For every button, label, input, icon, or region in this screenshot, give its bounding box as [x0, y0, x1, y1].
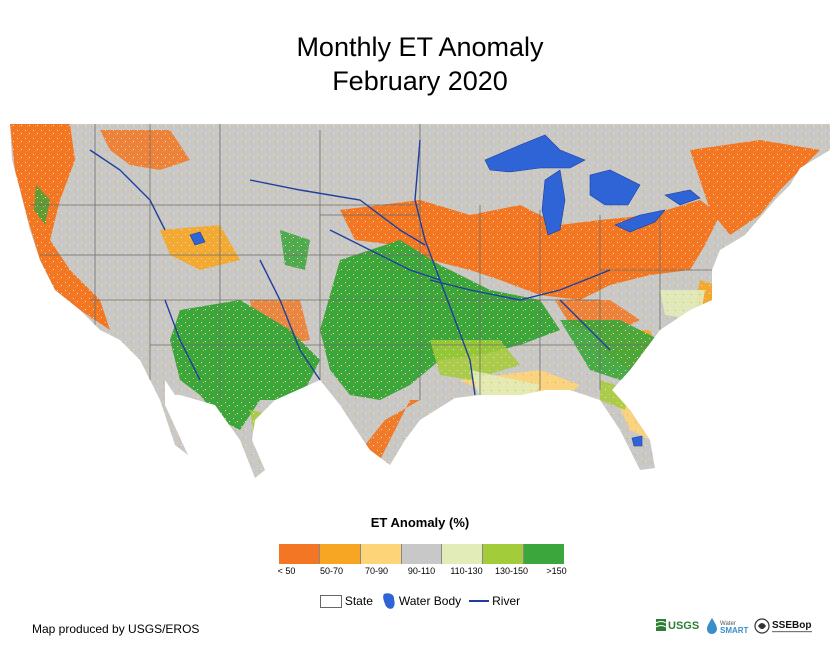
legend-swatch-6	[524, 544, 565, 564]
map-title-line2: February 2020	[332, 66, 508, 96]
usgs-logo: USGS	[656, 619, 699, 632]
river-key: River	[469, 594, 520, 608]
et-anomaly-map	[10, 124, 830, 478]
legend-label-4: 110-130	[450, 566, 483, 576]
lake-ontario	[664, 189, 701, 206]
water-bodies	[189, 134, 701, 447]
svg-text:USGS: USGS	[668, 620, 699, 632]
map-key: State Water Body River	[0, 592, 840, 610]
legend-label-6: >150	[546, 566, 567, 576]
rivers	[89, 139, 611, 396]
lake-huron	[589, 169, 641, 206]
legend-swatch-3	[401, 544, 443, 564]
legend-swatch-1	[319, 544, 361, 564]
lake-okeechobee	[631, 435, 643, 447]
legend-label-1: 50-70	[319, 566, 344, 576]
watersmart-logo: Water SMART	[707, 618, 749, 635]
legend-title: ET Anomaly (%)	[370, 515, 470, 530]
legend-swatch-5	[483, 544, 525, 564]
water-body-label: Water Body	[398, 594, 462, 608]
legend-color-bar	[279, 544, 565, 564]
river-swatch	[469, 600, 490, 602]
state-boundaries	[30, 124, 712, 400]
legend-label-2: 70-90	[364, 566, 389, 576]
state-swatch	[319, 594, 342, 608]
lake-superior	[484, 134, 586, 173]
map-title-line1: Monthly ET Anomaly	[296, 32, 544, 62]
legend-swatch-4	[442, 544, 484, 564]
lake-michigan	[541, 169, 566, 236]
great-salt-lake	[189, 231, 206, 246]
state-label: State	[344, 594, 373, 608]
credit-text: Map produced by USGS/EROS	[32, 622, 200, 636]
water-body-key: Water Body	[381, 592, 461, 610]
legend-label-0: < 50	[277, 566, 296, 576]
legend-swatch-0	[279, 544, 320, 564]
legend-label-3: 90-110	[407, 566, 436, 576]
state-key: State	[319, 594, 373, 608]
svg-text:Water: Water	[720, 621, 736, 627]
anomaly-raster	[10, 124, 830, 478]
water-body-icon	[383, 593, 395, 609]
legend-label-5: 130-150	[494, 566, 529, 576]
lake-erie	[614, 209, 666, 233]
ssebop-logo: SSEBop	[754, 618, 812, 634]
svg-text:SSEBop: SSEBop	[772, 620, 811, 631]
legend-swatch-2	[360, 544, 402, 564]
legend-labels: < 50 50-70 70-90 90-110 110-130 130-150 >150	[264, 566, 579, 576]
river-label: River	[492, 594, 521, 608]
svg-text:SMART: SMART	[720, 626, 749, 635]
